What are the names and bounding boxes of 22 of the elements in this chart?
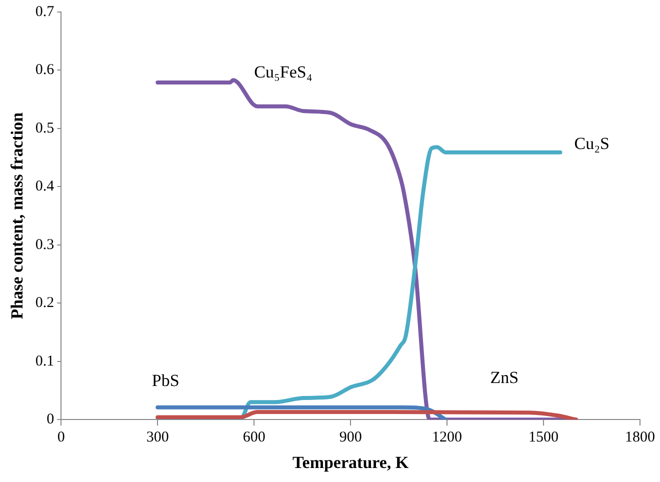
- series-label: Cu₅FeS₄: [254, 62, 312, 82]
- y-tick-label: 0.5: [35, 120, 54, 136]
- series-label: Cu₂S: [574, 134, 610, 153]
- y-tick-label: 0.7: [35, 4, 55, 20]
- x-tick-label: 1800: [625, 430, 655, 446]
- y-tick-label: 0.2: [35, 295, 54, 312]
- x-tick-label: 900: [339, 430, 362, 446]
- y-tick-label: 0.3: [35, 236, 54, 253]
- x-tick-label: 300: [146, 430, 169, 446]
- series-label: ZnS: [490, 368, 519, 388]
- x-tick-label: 1200: [432, 430, 462, 446]
- y-tick-label: 0.4: [35, 178, 55, 195]
- y-axis-title: Phase content, mass fraction: [8, 112, 27, 320]
- x-tick-label: 0: [57, 430, 65, 446]
- x-axis-title: Temperature, K: [292, 453, 410, 472]
- y-tick-label: 0.6: [35, 62, 55, 78]
- x-tick-label: 600: [242, 430, 266, 446]
- y-tick-label: 0.1: [35, 353, 54, 370]
- x-tick-label: 1500: [528, 430, 559, 446]
- y-tick-label: 0: [46, 412, 54, 428]
- series-label: PbS: [152, 370, 180, 390]
- line-series: [156, 410, 578, 420]
